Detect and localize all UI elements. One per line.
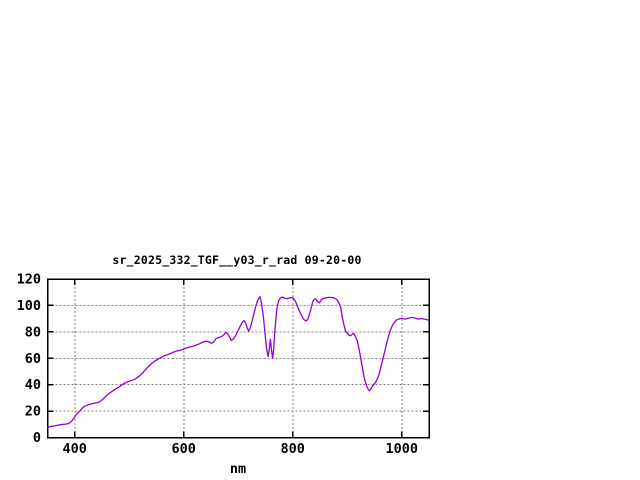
y-tick-label: 120 [17, 272, 41, 288]
y-tick-label: 40 [25, 377, 41, 393]
x-tick-label: 400 [63, 441, 87, 457]
x-tick-label: 1000 [385, 441, 418, 457]
grid-layer [47, 279, 429, 438]
y-tick-label: 20 [25, 404, 41, 420]
x-axis-label: nm [230, 461, 246, 477]
x-tick-label: 800 [281, 441, 305, 457]
y-tick-label: 0 [33, 430, 41, 446]
spectrum-curve [46, 296, 430, 428]
tick-layer [47, 278, 429, 439]
y-tick-label: 60 [25, 351, 41, 367]
chart-title: sr_2025_332_TGF__y03_r_rad 09-20-00 [112, 253, 361, 268]
tick-label-layer: 400 600 800 1000 0 20 40 60 80 100 120 [17, 272, 418, 458]
y-tick-label: 80 [25, 324, 41, 340]
y-tick-label: 100 [17, 298, 41, 314]
x-tick-label: 600 [172, 441, 196, 457]
